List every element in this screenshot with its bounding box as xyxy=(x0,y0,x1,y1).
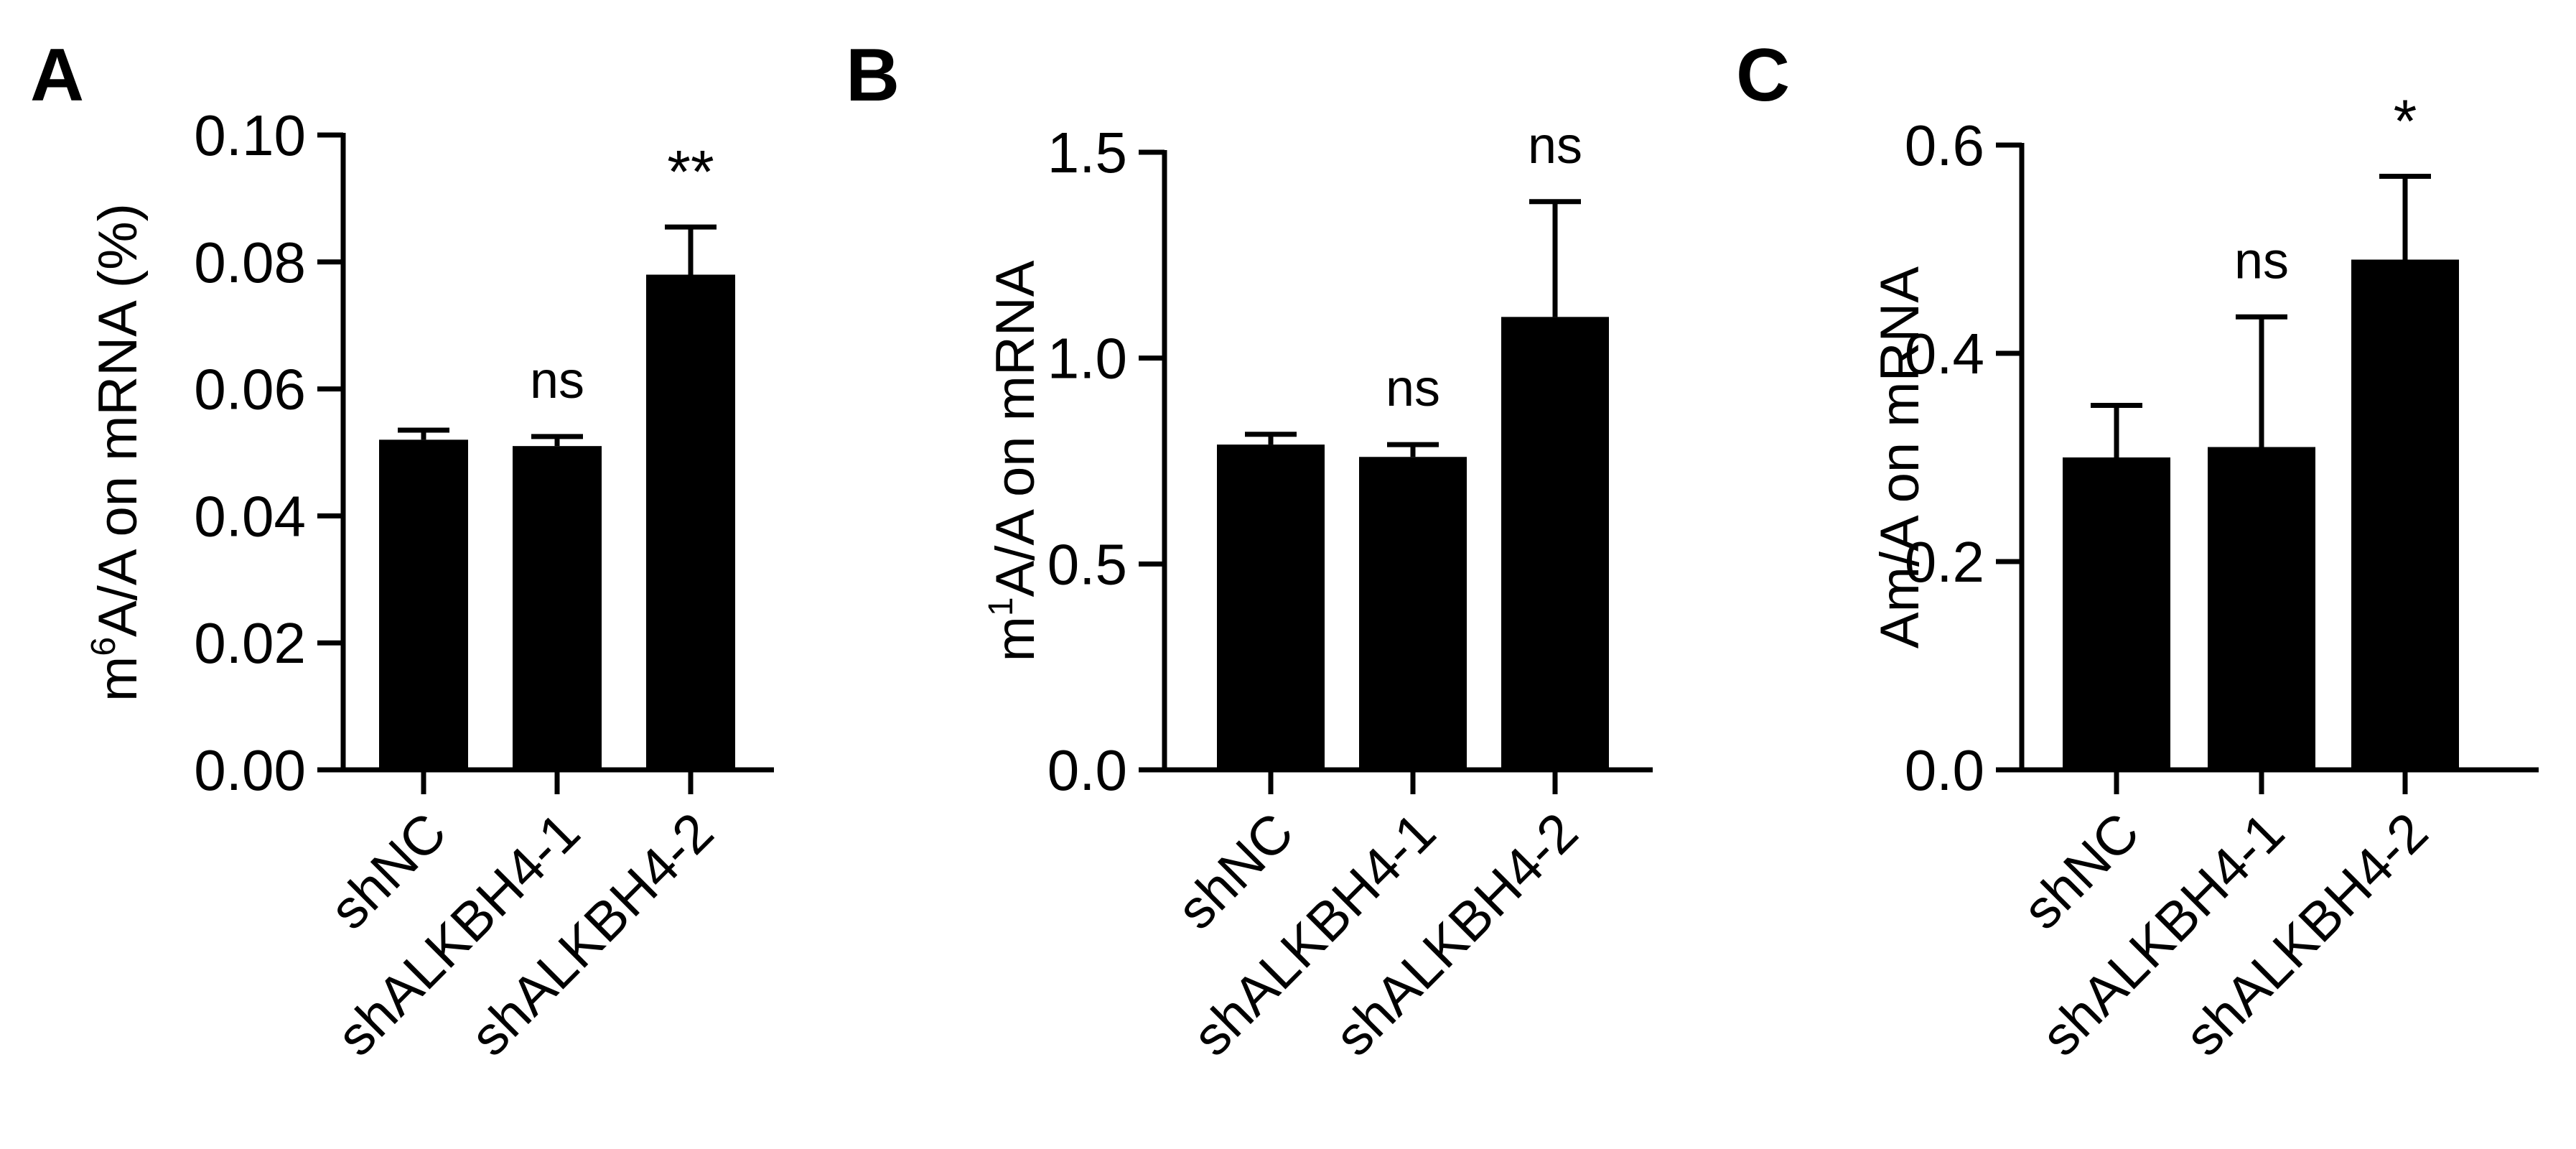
y-tick-label: 0.00 xyxy=(194,738,306,802)
y-tick-label: 1.5 xyxy=(1047,121,1127,185)
y-axis-title-part: m xyxy=(88,656,149,702)
bar xyxy=(1501,317,1609,770)
y-axis-title: m1A/A on mRNA xyxy=(982,260,1046,661)
y-tick-label: 0.6 xyxy=(1905,113,1984,177)
bar xyxy=(2208,447,2315,770)
panel-letter: C xyxy=(1736,34,1790,117)
y-axis-title-part: A/A on mRNA xyxy=(985,260,1046,597)
bar xyxy=(2063,457,2170,770)
significance-label: ** xyxy=(667,138,714,205)
category-label: shNC xyxy=(2012,801,2151,941)
category-label: shNC xyxy=(1166,801,1305,941)
y-axis-title-superscript: 1 xyxy=(982,597,1020,616)
y-axis-title-part: Am/A on mRNA xyxy=(1870,266,1931,648)
bar xyxy=(1359,457,1467,770)
bar xyxy=(646,274,735,771)
y-axis-title-part: A/A on mRNA (%) xyxy=(88,203,149,637)
y-tick-label: 0.08 xyxy=(194,231,306,294)
y-tick-label: 0.2 xyxy=(1905,530,1984,594)
chart-panel-c: CAm/A on mRNA0.00.20.40.6shNCshALKBH4-1n… xyxy=(1736,34,2539,1068)
y-axis-title: m6A/A on mRNA (%) xyxy=(85,203,149,702)
y-tick-label: 0.0 xyxy=(1905,738,1984,802)
bar xyxy=(2351,259,2459,770)
y-axis-title: Am/A on mRNA xyxy=(1870,266,1931,648)
y-tick-label: 0.04 xyxy=(194,484,306,548)
y-axis-title-superscript: 6 xyxy=(85,637,123,656)
significance-label: ns xyxy=(2234,232,2289,289)
bar xyxy=(1217,445,1325,770)
y-tick-label: 0.02 xyxy=(194,611,306,675)
bar xyxy=(513,446,602,770)
significance-label: ns xyxy=(1386,360,1440,417)
significance-label: ns xyxy=(530,352,584,409)
y-tick-label: 1.0 xyxy=(1047,327,1127,391)
category-label: shALKBH4-2 xyxy=(1323,801,1590,1068)
y-tick-label: 0.06 xyxy=(194,358,306,422)
y-tick-label: 0.10 xyxy=(194,103,306,167)
panel-letter: B xyxy=(846,34,900,117)
significance-label: * xyxy=(2394,88,2417,155)
y-tick-label: 0.4 xyxy=(1905,322,1984,386)
bar xyxy=(379,439,468,770)
significance-label: ns xyxy=(1528,117,1582,175)
y-axis-title-part: m xyxy=(985,616,1046,661)
y-tick-label: 0.0 xyxy=(1047,738,1127,802)
y-tick-label: 0.5 xyxy=(1047,532,1127,596)
panel-letter: A xyxy=(30,34,84,117)
category-label: shALKBH4-1 xyxy=(1181,801,1447,1068)
